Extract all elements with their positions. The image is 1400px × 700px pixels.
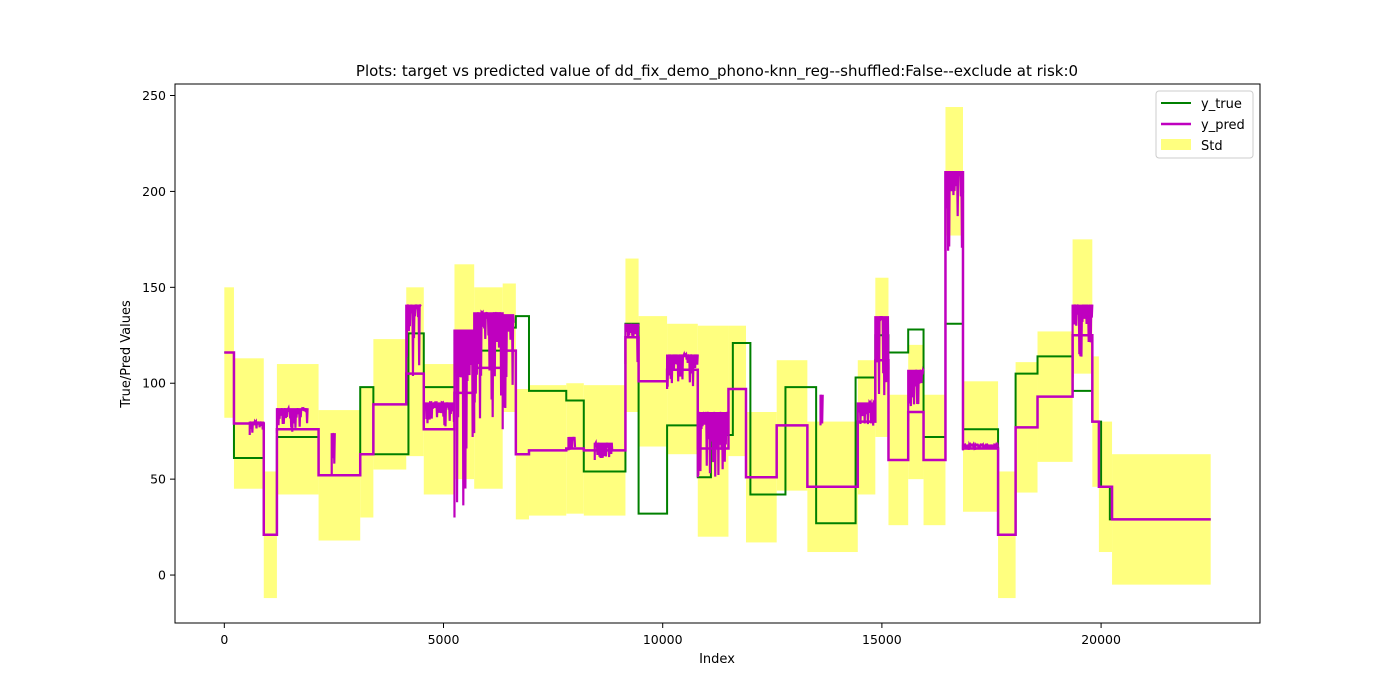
std-band-20 xyxy=(728,325,746,457)
legend-label-y-pred: y_pred xyxy=(1201,118,1245,133)
y-tick-label-150: 150 xyxy=(142,280,166,295)
std-band-24 xyxy=(857,360,876,495)
y-tick-label-250: 250 xyxy=(142,88,166,103)
y-pred-line xyxy=(224,170,1211,537)
std-band-5 xyxy=(360,387,374,518)
x-axis-label: Index xyxy=(699,652,735,667)
chart-title: Plots: target vs predicted value of dd_f… xyxy=(356,62,1078,81)
y-axis-label: True/Pred Values xyxy=(119,300,134,409)
legend-label-std: Std xyxy=(1201,139,1223,154)
x-tick-label-10000: 10000 xyxy=(643,632,683,647)
y-tick-label-50: 50 xyxy=(150,472,166,487)
legend-swatch-std xyxy=(1161,139,1191,150)
x-tick-label-20000: 20000 xyxy=(1081,632,1121,647)
plot-frame xyxy=(174,83,1261,624)
x-tick-label-5000: 5000 xyxy=(428,632,460,647)
y-tick-label-100: 100 xyxy=(142,376,166,391)
y-pred-oscillation-2 xyxy=(330,432,336,476)
y-axis: 0 50 100 150 200 250 xyxy=(142,88,175,583)
x-axis: 0 5000 10000 15000 20000 xyxy=(220,623,1121,647)
x-tick-label-15000: 15000 xyxy=(862,632,902,647)
x-tick-label-0: 0 xyxy=(220,632,228,647)
legend-label-y-true: y_true xyxy=(1201,97,1242,112)
y-pred-layer xyxy=(224,170,1211,537)
y-tick-label-0: 0 xyxy=(158,568,166,583)
plot-area xyxy=(174,83,1261,624)
y-tick-label-200: 200 xyxy=(142,184,166,199)
std-band-18 xyxy=(667,323,698,455)
legend: y_true y_pred Std xyxy=(1155,90,1254,159)
y-pred-oscillation-7 xyxy=(501,314,515,430)
y-pred-oscillation-13 xyxy=(819,394,824,426)
